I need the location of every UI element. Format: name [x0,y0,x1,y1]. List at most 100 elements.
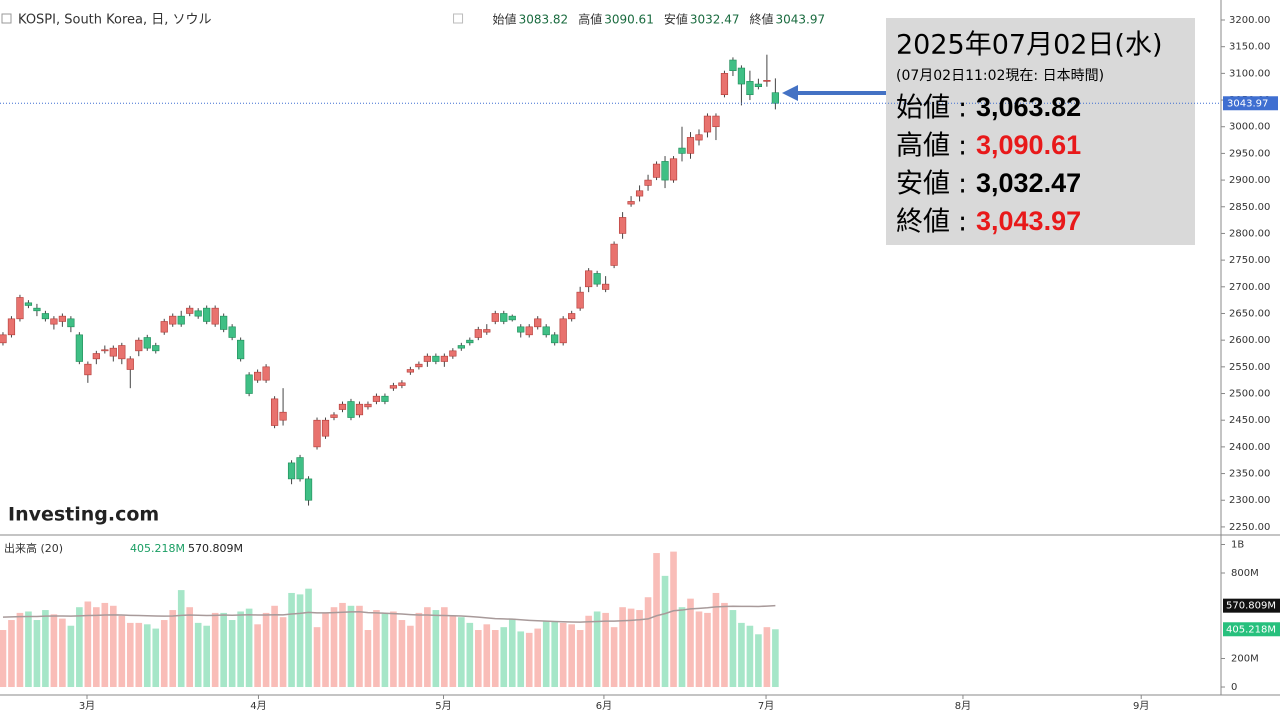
volume-bar [373,610,380,688]
volume-ma-label: 570.809M [188,542,243,555]
volume-bar [50,614,58,688]
volume-bar [220,612,227,688]
volume-bar [279,617,287,688]
candle-body [304,478,313,501]
candle-body [92,353,100,360]
header-ohlc-value: 3032.47 [690,13,740,27]
candle-body [177,315,185,325]
candle-body [169,315,177,325]
candle-body [686,137,695,154]
info-date: 2025年07月02日(水) [896,30,1163,61]
candle-body [364,403,372,408]
candle-body [237,339,245,360]
info-note: (07月02日11:02現在: 日本時間) [896,68,1104,84]
price-tick-label: 3100.00 [1229,68,1270,79]
volume-bar [738,622,745,688]
candle-body [220,315,228,330]
settings-icon [453,13,464,24]
collapse-icon[interactable] [1,13,12,24]
candle-body [160,321,168,333]
candle-body [33,307,41,312]
candle-body [75,334,83,362]
candle-body [347,401,355,418]
price-tick-label: 3150.00 [1229,42,1270,53]
volume-bar [177,590,185,688]
time-tick-label: 4月 [250,700,266,712]
volume-bar [313,627,321,688]
price-tick-label: 2750.00 [1229,255,1270,266]
volume-bar [203,625,210,688]
volume-ma-line [2,604,776,623]
candle-body [432,355,440,362]
volume-bar [508,618,516,688]
candle-body [118,345,126,360]
volume-ma-tag [1223,598,1280,613]
volume-bar [704,612,711,688]
volume-bar [76,607,83,688]
volume-bar [169,610,177,688]
volume-bar [194,622,202,688]
candle-body [41,313,50,320]
candle-body [245,374,253,394]
time-tick-label: 8月 [955,700,971,712]
candle-body [602,283,610,290]
price-tick-label: 2650.00 [1229,308,1270,319]
price-tick-label: 2300.00 [1229,495,1270,506]
candle-body [542,326,550,336]
candle-body [0,334,7,344]
volume-bar [0,630,7,688]
volume-bar [59,618,66,688]
volume-bar [721,602,728,688]
volume-bar [466,622,474,688]
volume-bar [551,621,559,688]
volume-tick-label: 0 [1231,682,1237,693]
volume-bar [228,620,236,688]
volume-bar [644,597,652,688]
candle-body [186,307,194,314]
candle-body [695,134,703,141]
price-tick-label: 3000.00 [1229,122,1270,133]
volume-current: 405.218M [130,542,185,555]
volume-bar [42,610,49,688]
price-tick-label: 2600.00 [1229,335,1270,346]
candle-body [355,403,364,416]
volume-bar [322,612,329,688]
candle-body [754,83,763,88]
volume-bar [542,621,550,688]
volume-bar [254,624,261,688]
logo: Investing.com [8,504,159,526]
candle-body [330,414,338,418]
candle-body [449,350,457,357]
volume-bar [559,622,567,688]
volume-bar [339,602,346,688]
candle-body [771,92,779,104]
volume-bar [670,551,677,688]
candle-body [372,395,381,402]
volume-bar [25,611,32,688]
candle-body [67,318,75,328]
volume-bar [525,632,533,688]
info-row-label: 終値 [896,207,950,238]
volume-bar [593,611,601,688]
time-tick-label: 7月 [758,700,774,712]
candle-body [262,366,270,381]
volume-bar [424,607,431,688]
volume-bar [110,605,117,688]
header-ohlc-value: 3043.97 [775,13,825,27]
price-tick-label: 2850.00 [1229,202,1270,213]
candle-body [483,329,491,333]
volume-bar [118,615,126,688]
price-tick-label: 2350.00 [1229,469,1270,480]
volume-bar [729,610,737,688]
candle-body [534,318,542,328]
candle-body [440,355,448,362]
volume-bar [296,594,304,688]
price-tick-label: 3200.00 [1229,15,1270,26]
volume-bar [763,627,771,688]
volume-bar [135,622,143,688]
candle-body [423,355,431,362]
candle-body [211,307,219,325]
candle-body [466,339,474,344]
info-row-colon: : [958,169,967,200]
volume-bar [585,615,592,688]
